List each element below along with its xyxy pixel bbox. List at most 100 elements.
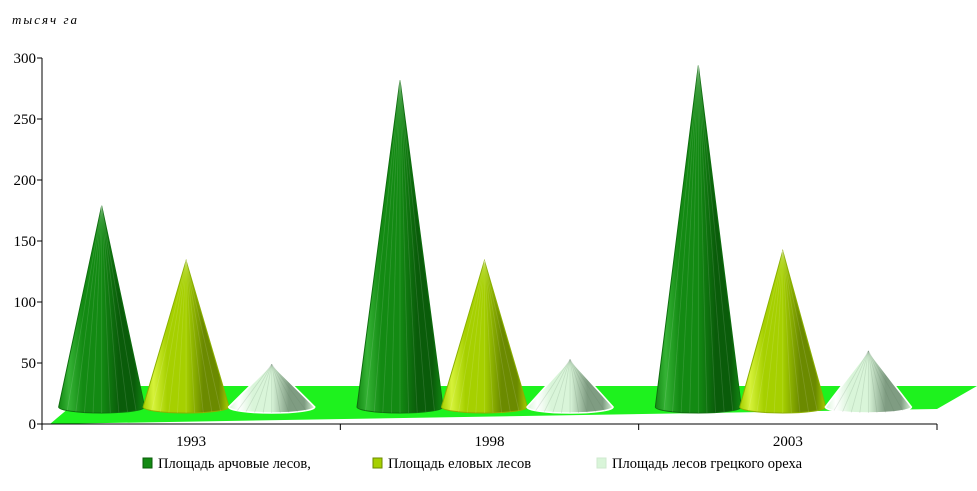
cone-facet [833, 350, 869, 411]
legend-swatch [596, 457, 607, 469]
cone-facet [84, 205, 103, 413]
cone-1998-series-3 [526, 358, 614, 414]
cone-facet [868, 350, 904, 411]
cone-facet [672, 65, 699, 412]
cone-facet [177, 260, 187, 413]
x-axis: 1993 1998 2003 [41, 423, 938, 450]
cone-1998-series-2 [440, 258, 528, 414]
cone-facet [850, 350, 869, 413]
cone-facet [782, 250, 818, 411]
cone-facet [484, 260, 503, 413]
cone-mark [440, 258, 528, 414]
cone-facet [236, 364, 273, 411]
cone-2003-series-2 [739, 248, 827, 414]
cone-facet [101, 205, 128, 412]
cone-mark [227, 363, 316, 414]
cone-series-group [58, 65, 913, 414]
cone-2003-series-1 [654, 65, 742, 414]
cone-facet [697, 65, 708, 413]
cone-1998-series-1 [356, 79, 444, 414]
cone-facet [535, 359, 571, 411]
cone-mark [739, 248, 827, 414]
cone-facet [66, 205, 103, 411]
y-tick-label: 0 [29, 417, 37, 433]
cone-facet [689, 65, 699, 413]
y-tick-label: 200 [14, 173, 37, 189]
cone-facet [399, 79, 435, 411]
cone-facet [271, 364, 281, 413]
legend-label: Площадь лесов грецкого ореха [612, 456, 803, 472]
cone-facet [569, 359, 588, 413]
cone-facet [680, 65, 699, 413]
cone-facet [569, 359, 597, 412]
cone-facet [543, 359, 571, 412]
y-tick-label: 250 [14, 112, 37, 128]
cone-facet [399, 80, 409, 413]
cone-facet [561, 359, 571, 413]
cone-facet [271, 364, 298, 412]
cone-1993-series-2 [142, 258, 230, 414]
cone-facet [697, 65, 725, 412]
cone-facet [484, 260, 494, 413]
legend: Площадь арчовые лесов, Площадь еловых лес… [142, 456, 803, 472]
legend-label: Площадь арчовые лесов, [158, 456, 311, 472]
cone-facet [782, 250, 801, 413]
cone-1993-series-1 [58, 205, 146, 414]
cone-facet [168, 260, 187, 413]
cone-facet [773, 250, 784, 413]
cone-facet [782, 250, 809, 412]
cone-facet [373, 80, 401, 412]
y-tick-label: 50 [21, 356, 36, 372]
y-tick-label: 100 [14, 295, 37, 311]
cone-facet [697, 65, 734, 411]
cone-facet [92, 205, 103, 413]
cone-facet [271, 364, 290, 413]
cone-mark [142, 258, 230, 414]
cone-facet [101, 205, 137, 411]
cone-facet [271, 364, 307, 411]
cone-facet [484, 260, 520, 411]
cone-facet [466, 260, 485, 413]
cone-facet [185, 260, 213, 412]
cone-facet [756, 250, 784, 412]
cone-facet [868, 350, 895, 412]
cone-facet [842, 350, 869, 412]
cone-facet [552, 359, 571, 413]
cone-facet [365, 79, 401, 411]
legend-swatch [142, 457, 153, 469]
cone-facet [747, 250, 784, 411]
y-axis-label: тысяч га [12, 12, 79, 27]
cone-facet [663, 65, 699, 411]
cone-facet [569, 359, 605, 411]
cone-mark [526, 358, 614, 414]
y-tick-label: 150 [14, 234, 37, 250]
cone-facet [765, 250, 784, 413]
cone-facet [185, 260, 204, 413]
y-tick-label: 300 [14, 51, 37, 67]
y-axis: 0 50 100 150 200 250 300 [14, 51, 43, 433]
cone-facet [697, 65, 716, 413]
cone-facet [449, 260, 485, 411]
cone-facet [867, 350, 886, 413]
x-tick-label: 1998 [475, 434, 505, 450]
cone-facet [101, 205, 111, 413]
cone-facet [399, 80, 427, 412]
cone-facet [458, 260, 485, 412]
cone-facet [391, 80, 401, 413]
cone-facet [475, 260, 485, 413]
legend-label: Площадь еловых лесов [388, 456, 531, 472]
legend-swatch [372, 457, 383, 469]
x-tick-label: 2003 [773, 434, 803, 450]
cone-1993-series-3 [227, 363, 316, 414]
cone-facet [151, 260, 187, 411]
cone-facet [185, 260, 196, 413]
cone-facet [859, 350, 869, 413]
x-tick-label: 1993 [176, 434, 206, 450]
cone-facet [75, 205, 103, 412]
cone-facet [101, 205, 120, 413]
cone-facet [782, 250, 792, 413]
cone-facet [262, 364, 273, 413]
cone-mark [824, 349, 913, 414]
cone-2003-series-3 [824, 349, 913, 414]
